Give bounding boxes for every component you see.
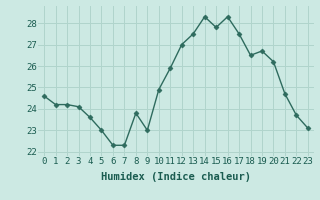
X-axis label: Humidex (Indice chaleur): Humidex (Indice chaleur): [101, 172, 251, 182]
